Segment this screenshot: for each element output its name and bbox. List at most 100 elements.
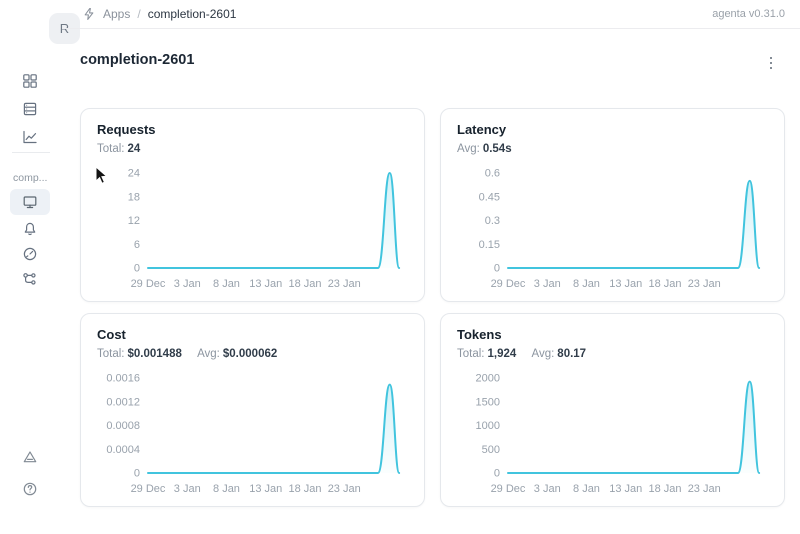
apps-grid-icon [22,73,38,89]
svg-text:29 Dec: 29 Dec [131,483,166,495]
sidebar-item-apps[interactable] [10,68,50,94]
svg-text:8 Jan: 8 Jan [573,483,600,495]
svg-text:23 Jan: 23 Jan [688,278,721,290]
breadcrumb-apps-link[interactable]: Apps [103,7,131,21]
table-icon [22,101,38,117]
card-title: Cost [97,327,126,342]
breadcrumb: Apps / completion-2601 [82,7,236,21]
stat-label: Avg: [457,143,480,155]
svg-text:8 Jan: 8 Jan [573,278,600,290]
card-stats: Total: $0.001488 Avg: $0.000062 [97,347,408,362]
sidebar: comp... [0,0,62,534]
cost-card: Cost Total: $0.001488 Avg: $0.000062 0 0.00… [80,313,425,507]
sidebar-item-alerts[interactable] [10,216,50,242]
stat-value: 1,924 [487,348,517,360]
svg-text:18 Jan: 18 Jan [648,483,681,495]
svg-text:1000: 1000 [476,420,500,432]
svg-text:0.0008: 0.0008 [106,420,140,432]
bell-icon [22,221,38,237]
requests-chart[interactable]: 0 6 12 18 24 29 Dec 3 Jan 8 Jan 13 Jan 18 Jan 23 J… [97,165,410,301]
svg-text:0: 0 [134,468,140,480]
tokens-card: Tokens Total: 1,924 Avg: 80.17 0 500 1000 150… [440,313,785,507]
svg-text:13 Jan: 13 Jan [249,483,282,495]
svg-text:18 Jan: 18 Jan [288,483,321,495]
svg-text:0.15: 0.15 [479,239,500,251]
svg-text:0: 0 [134,263,140,275]
svg-text:0.0012: 0.0012 [106,396,140,408]
card-stats: Total: 1,924 Avg: 80.17 [457,347,768,362]
card-stats: Avg: 0.54s [457,142,768,157]
svg-text:18: 18 [128,191,140,203]
sidebar-item-traces[interactable] [10,266,50,292]
svg-text:3 Jan: 3 Jan [534,483,561,495]
svg-text:3 Jan: 3 Jan [534,278,561,290]
stat-label: Avg: [197,348,220,360]
svg-text:0.3: 0.3 [485,215,500,227]
stat-label: Total: [457,348,485,360]
triangle-icon [22,449,38,465]
gauge-icon [22,246,38,262]
svg-text:13 Jan: 13 Jan [609,278,642,290]
cost-chart[interactable]: 0 0.0004 0.0008 0.0012 0.0016 29 Dec 3 Jan 8 Ja… [97,370,410,506]
sidebar-item-overview[interactable] [10,189,50,215]
svg-text:12: 12 [128,215,140,227]
bolt-icon [82,7,96,21]
breadcrumb-current: completion-2601 [147,7,237,21]
help-icon [22,481,38,497]
svg-text:29 Dec: 29 Dec [491,483,526,495]
svg-text:6: 6 [134,239,140,251]
svg-text:2000: 2000 [476,373,500,385]
top-bar: Apps / completion-2601 agenta v0.31.0 [62,0,800,29]
card-title: Requests [97,122,156,137]
card-title: Latency [457,122,507,137]
breadcrumb-separator: / [137,7,141,21]
svg-text:18 Jan: 18 Jan [288,278,321,290]
svg-text:0: 0 [494,468,500,480]
kebab-menu-button[interactable] [760,52,782,74]
sidebar-app-label: comp... [13,172,48,184]
stat-value: 24 [127,143,141,155]
latency-card: Latency Avg: 0.54s 0 0.15 0.3 0.45 0.6 29 Dec 3… [440,108,785,302]
svg-text:23 Jan: 23 Jan [328,483,361,495]
version-label: agenta v0.31.0 [712,8,785,20]
stat-value: 80.17 [557,348,587,360]
sidebar-item-help[interactable] [10,476,50,502]
svg-text:23 Jan: 23 Jan [328,278,361,290]
svg-text:13 Jan: 13 Jan [609,483,642,495]
sidebar-item-updates[interactable] [10,444,50,470]
svg-text:1500: 1500 [476,396,500,408]
stat-label: Avg: [531,348,555,360]
monitor-icon [22,194,38,210]
svg-text:0.0004: 0.0004 [106,444,140,456]
card-stats: Total: 24 [97,142,408,157]
chart-trend-icon [22,129,38,145]
sidebar-item-observability[interactable] [10,241,50,267]
svg-text:3 Jan: 3 Jan [174,278,201,290]
sidebar-divider [12,152,50,153]
sidebar-item-evaluations[interactable] [10,124,50,150]
svg-text:24: 24 [128,168,140,180]
svg-text:3 Jan: 3 Jan [174,483,201,495]
svg-text:29 Dec: 29 Dec [491,278,526,290]
svg-text:23 Jan: 23 Jan [688,483,721,495]
svg-text:0.0016: 0.0016 [106,373,140,385]
svg-text:13 Jan: 13 Jan [249,278,282,290]
stat-label: Total: [97,143,125,155]
sidebar-item-testsets[interactable] [10,96,50,122]
stat-value: $0.000062 [222,348,278,360]
latency-chart[interactable]: 0 0.15 0.3 0.45 0.6 29 Dec 3 Jan 8 Jan 13 Jan 18 … [457,165,770,301]
card-title: Tokens [457,327,502,342]
stat-label: Total: [97,348,125,360]
trace-tree-icon [22,271,38,287]
requests-card: Requests Total: 24 0 6 12 18 24 29 Dec 3 Jan 8 J… [80,108,425,302]
svg-text:18 Jan: 18 Jan [648,278,681,290]
stat-value: $0.001488 [127,348,182,360]
svg-text:29 Dec: 29 Dec [131,278,166,290]
svg-text:8 Jan: 8 Jan [213,483,240,495]
stat-value: 0.54s [482,143,512,155]
svg-text:0.6: 0.6 [485,168,500,180]
svg-text:8 Jan: 8 Jan [213,278,240,290]
tokens-chart[interactable]: 0 500 1000 1500 2000 29 Dec 3 Jan 8 Jan 13 Jan 18… [457,370,770,506]
svg-text:500: 500 [482,444,500,456]
svg-text:0: 0 [494,263,500,275]
